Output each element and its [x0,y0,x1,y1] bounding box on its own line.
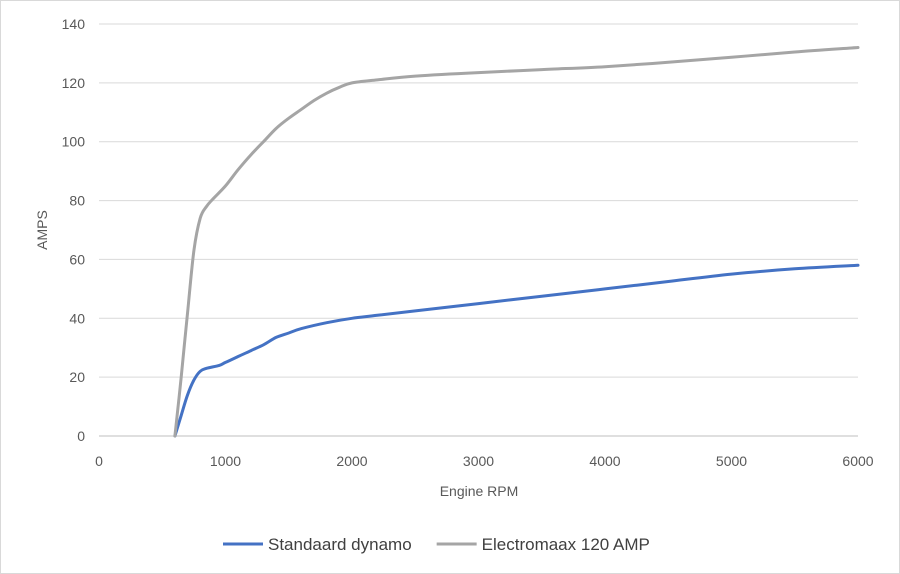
y-tick-label: 140 [62,16,86,32]
y-tick-label: 100 [62,134,86,150]
x-tick-label: 1000 [210,453,241,469]
y-tick-label: 60 [69,251,85,267]
x-tick-label: 2000 [336,453,367,469]
y-tick-label: 20 [69,369,85,385]
x-axis-title: Engine RPM [440,483,519,499]
x-tick-label: 4000 [589,453,620,469]
grid-layer [99,23,858,437]
tick-layer: 0 20 40 60 80 100 120 140 0 1000 2000 3000 4000 5000 6… [62,16,874,469]
y-axis-title: AMPS [34,210,50,250]
x-tick-label: 3000 [463,453,494,469]
series-line-1 [173,263,860,438]
legend: Standaard dynamo Electromaax 120 AMP [223,535,650,554]
x-tick-label: 5000 [716,453,747,469]
x-tick-label: 0 [95,453,103,469]
y-tick-label: 120 [62,75,86,91]
series-layer [173,46,860,438]
y-tick-label: 40 [69,310,85,326]
series-line-2 [173,46,860,438]
y-tick-label: 0 [77,428,85,444]
legend-label: Standaard dynamo [268,535,412,554]
legend-label: Electromaax 120 AMP [482,535,650,554]
y-tick-label: 80 [69,193,85,209]
x-tick-label: 6000 [842,453,873,469]
